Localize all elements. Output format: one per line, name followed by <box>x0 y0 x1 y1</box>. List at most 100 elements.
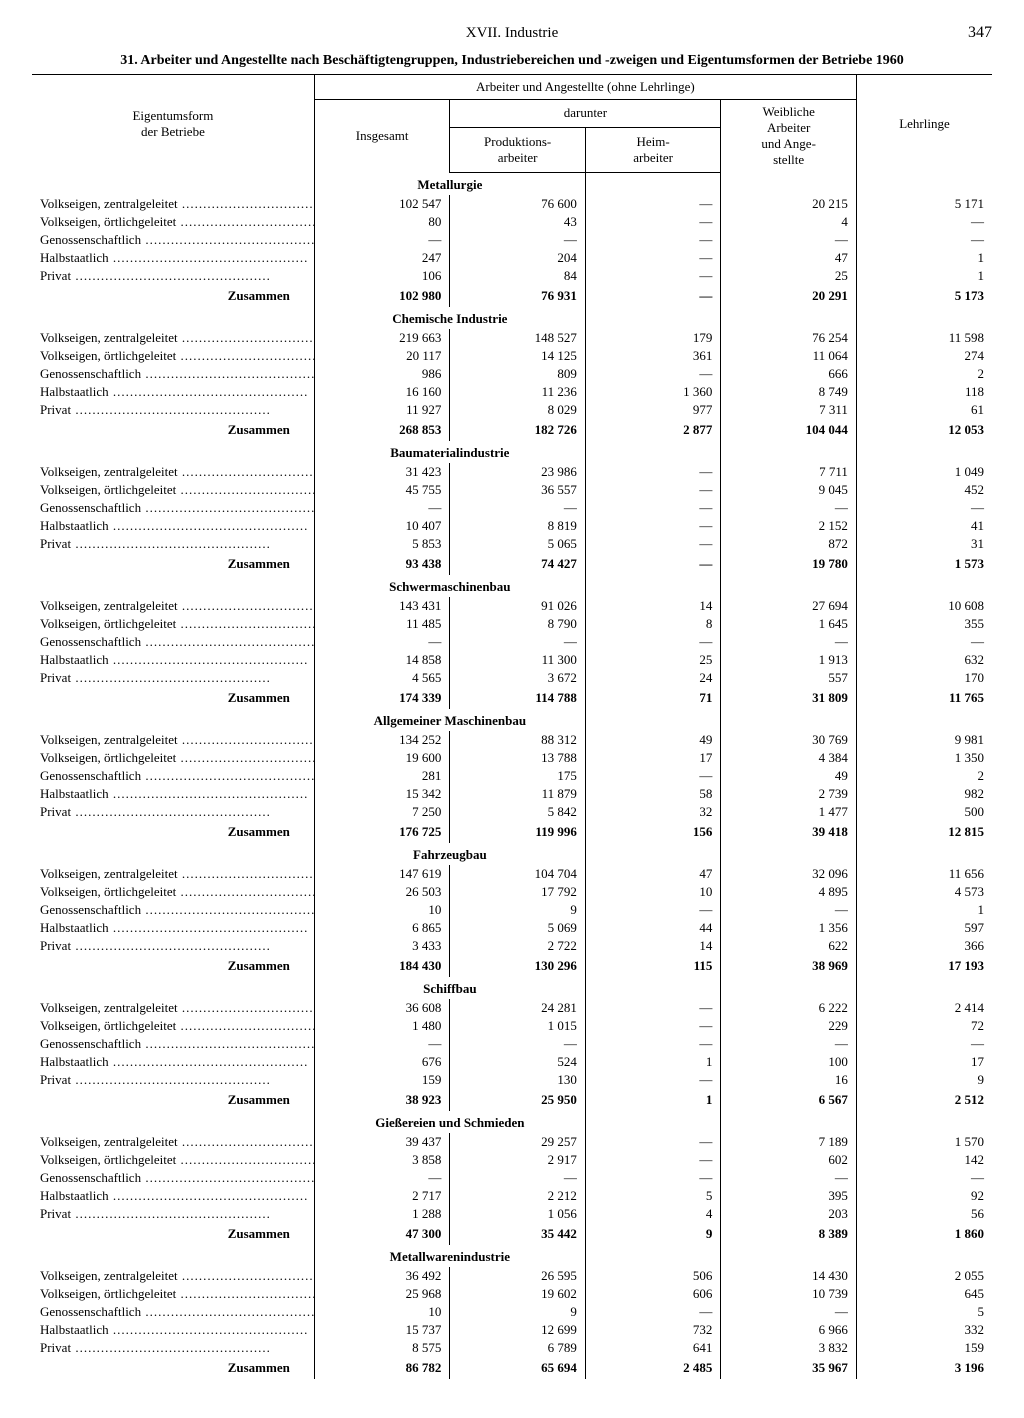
table-cell: 17 792 <box>450 883 586 901</box>
row-label: Privat <box>32 401 314 419</box>
table-cell: 114 788 <box>450 687 586 709</box>
table-cell: 119 996 <box>450 821 586 843</box>
table-cell: — <box>585 767 721 785</box>
row-label: Genossenschaftlich <box>32 1169 314 1187</box>
table-cell: 25 <box>721 267 857 285</box>
table-cell: — <box>585 267 721 285</box>
table-cell: 203 <box>721 1205 857 1223</box>
table-cell: — <box>585 463 721 481</box>
table-cell: 6 789 <box>450 1339 586 1357</box>
table-cell: 9 981 <box>856 731 992 749</box>
table-cell: 3 196 <box>856 1357 992 1379</box>
table-cell: — <box>314 499 450 517</box>
table-cell: 11 879 <box>450 785 586 803</box>
table-cell: 9 <box>585 1223 721 1245</box>
table-cell: — <box>585 1303 721 1321</box>
table-cell: 159 <box>314 1071 450 1089</box>
table-cell: 9 <box>856 1071 992 1089</box>
table-cell: 31 809 <box>721 687 857 709</box>
table-cell: 14 125 <box>450 347 586 365</box>
table-cell: 732 <box>585 1321 721 1339</box>
sum-row: Zusammen38 92325 95016 5672 512 <box>32 1089 992 1111</box>
table-cell: 274 <box>856 347 992 365</box>
row-label: Privat <box>32 1071 314 1089</box>
table-cell: 4 <box>585 1205 721 1223</box>
table-cell: 2 152 <box>721 517 857 535</box>
table-row: Halbstaatlich6 8655 069441 356597 <box>32 919 992 937</box>
table-cell: 84 <box>450 267 586 285</box>
table-cell: 24 281 <box>450 999 586 1017</box>
table-cell: 30 769 <box>721 731 857 749</box>
table-cell: 72 <box>856 1017 992 1035</box>
table-cell: 6 865 <box>314 919 450 937</box>
row-label: Volkseigen, örtlichgeleitet <box>32 1151 314 1169</box>
row-label: Genossenschaftlich <box>32 633 314 651</box>
table-cell: 10 <box>314 901 450 919</box>
table-row: Privat4 5653 67224557170 <box>32 669 992 687</box>
table-cell: 6 222 <box>721 999 857 1017</box>
table-cell: 977 <box>585 401 721 419</box>
section-title: Fahrzeugbau <box>314 843 585 865</box>
table-cell: 14 <box>585 937 721 955</box>
table-cell: — <box>585 1035 721 1053</box>
table-cell: 11 765 <box>856 687 992 709</box>
table-cell: — <box>856 1035 992 1053</box>
table-cell: — <box>721 231 857 249</box>
header-weiblich: Weibliche Arbeiter und Ange- stellte <box>721 100 857 173</box>
table-cell: — <box>585 213 721 231</box>
table-cell: 809 <box>450 365 586 383</box>
table-row: Privat3 4332 72214622366 <box>32 937 992 955</box>
table-cell: 86 782 <box>314 1357 450 1379</box>
table-cell: 17 <box>585 749 721 767</box>
table-title: 31. Arbeiter und Angestellte nach Beschä… <box>32 52 992 70</box>
table-cell: 36 557 <box>450 481 586 499</box>
table-cell: 8 749 <box>721 383 857 401</box>
table-cell: 2 717 <box>314 1187 450 1205</box>
table-cell: 43 <box>450 213 586 231</box>
table-cell: 1 360 <box>585 383 721 401</box>
table-cell: 500 <box>856 803 992 821</box>
table-row: Halbstaatlich10 4078 819—2 15241 <box>32 517 992 535</box>
table-cell: 11 236 <box>450 383 586 401</box>
row-label: Volkseigen, örtlichgeleitet <box>32 615 314 633</box>
table-cell: 4 <box>721 213 857 231</box>
table-cell: 100 <box>721 1053 857 1071</box>
table-cell: 56 <box>856 1205 992 1223</box>
table-cell: 20 117 <box>314 347 450 365</box>
table-row: Genossenschaftlich109——5 <box>32 1303 992 1321</box>
table-cell: 16 <box>721 1071 857 1089</box>
table-cell: 1 477 <box>721 803 857 821</box>
header-rowlabel-2: der Betriebe <box>141 124 205 139</box>
table-cell: 130 <box>450 1071 586 1089</box>
table-cell: 641 <box>585 1339 721 1357</box>
row-label: Volkseigen, örtlichgeleitet <box>32 213 314 231</box>
table-cell: 7 311 <box>721 401 857 419</box>
section-title: Schiffbau <box>314 977 585 999</box>
table-cell: 1 288 <box>314 1205 450 1223</box>
table-row: Privat5 8535 065—87231 <box>32 535 992 553</box>
header-produktionsarbeiter: Produktions- arbeiter <box>450 127 586 172</box>
table-cell: 986 <box>314 365 450 383</box>
table-cell: 4 565 <box>314 669 450 687</box>
table-cell: — <box>585 535 721 553</box>
row-label: Halbstaatlich <box>32 517 314 535</box>
table-cell: 49 <box>585 731 721 749</box>
sum-label: Zusammen <box>32 1357 314 1379</box>
table-cell: 44 <box>585 919 721 937</box>
table-row: Volkseigen, örtlichgeleitet1 4801 015—22… <box>32 1017 992 1035</box>
table-cell: 3 832 <box>721 1339 857 1357</box>
row-label: Volkseigen, zentralgeleitet <box>32 463 314 481</box>
table-row: Volkseigen, zentralgeleitet134 25288 312… <box>32 731 992 749</box>
row-label: Privat <box>32 937 314 955</box>
table-cell: 5 853 <box>314 535 450 553</box>
table-cell: 2 917 <box>450 1151 586 1169</box>
table-cell: 143 431 <box>314 597 450 615</box>
table-cell: 76 254 <box>721 329 857 347</box>
table-cell: — <box>585 633 721 651</box>
table-cell: — <box>450 231 586 249</box>
table-cell: 666 <box>721 365 857 383</box>
table-cell: 2 <box>856 767 992 785</box>
table-cell: 1 573 <box>856 553 992 575</box>
row-label: Halbstaatlich <box>32 919 314 937</box>
table-cell: 506 <box>585 1267 721 1285</box>
